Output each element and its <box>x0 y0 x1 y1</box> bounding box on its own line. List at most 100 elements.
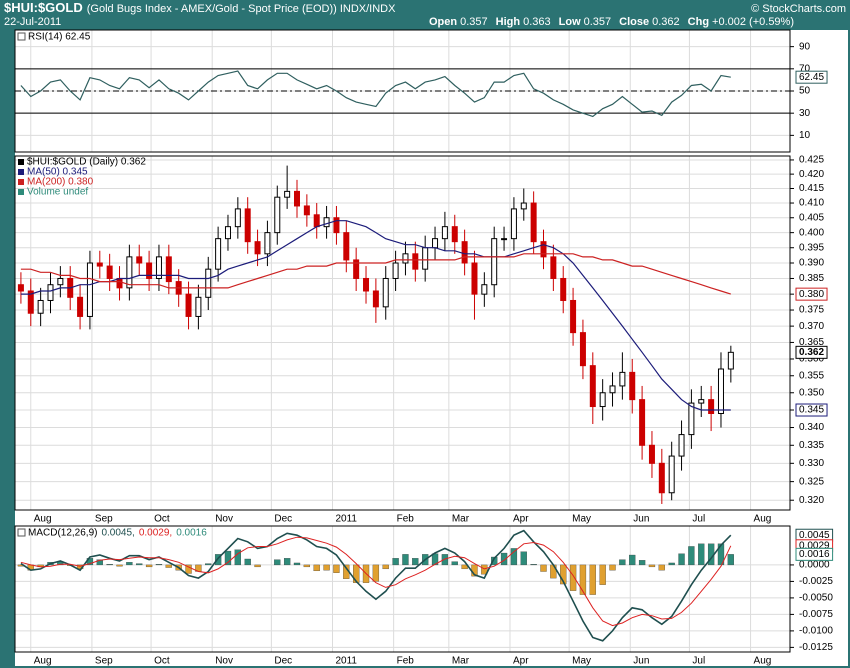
moving-average <box>20 253 731 295</box>
histogram-bar <box>323 564 330 571</box>
histogram-bar <box>451 561 458 566</box>
candle-body <box>284 190 291 198</box>
histogram-bar <box>481 564 488 575</box>
y-tick-label: 0.420 <box>799 169 824 180</box>
panel-title: RSI(14) 62.45 <box>28 32 91 43</box>
candle-body <box>510 208 517 240</box>
candle-body <box>106 265 113 279</box>
candle-body <box>126 256 133 289</box>
y-tick-label: 0.360 <box>799 354 824 365</box>
histogram-bar <box>96 559 103 566</box>
histogram-bar <box>106 564 113 566</box>
macd-line <box>20 536 732 627</box>
moving-average <box>20 220 731 411</box>
y-tick-label: 0.365 <box>799 337 824 348</box>
quote-label: High <box>496 16 521 28</box>
histogram-bar <box>116 564 123 567</box>
date: 22-Jul-2011 <box>4 16 61 28</box>
histogram-bar <box>254 564 261 568</box>
quote-label: Close <box>619 16 649 28</box>
histogram-bar <box>698 543 705 566</box>
histogram-bar <box>155 564 163 566</box>
value-box-label: 0.362 <box>799 347 824 358</box>
value-box-label: 62.45 <box>799 72 824 83</box>
histogram-bar <box>274 559 281 566</box>
y-tick-label: 0.385 <box>799 273 824 284</box>
candle-body <box>333 217 340 234</box>
candle-body <box>215 238 222 270</box>
candle-body <box>47 284 54 301</box>
x-tick-label: Mar <box>452 656 470 667</box>
candle-body <box>363 277 370 292</box>
histogram-bar <box>224 550 232 566</box>
histogram-bar <box>333 564 340 573</box>
histogram-bar <box>126 562 133 566</box>
histogram-bar <box>599 564 606 585</box>
candle-body <box>353 259 360 279</box>
value-box <box>795 70 828 84</box>
quote: Open 0.357 High 0.363 Low 0.357 Close 0.362 Chg +… <box>429 16 794 28</box>
candle-body <box>77 296 84 317</box>
candle-body <box>717 368 724 414</box>
candle-body <box>560 277 567 301</box>
candle-body <box>57 277 64 286</box>
y-tick-label: 0.370 <box>799 321 824 332</box>
x-tick-label: Sep <box>95 656 113 667</box>
x-tick-label: Aug <box>754 514 772 525</box>
candle-body <box>708 399 715 414</box>
value-box-label: 0.345 <box>799 405 824 416</box>
candle-body <box>432 238 439 249</box>
legend-entry: 0.0045, <box>101 528 134 539</box>
y-tick-label: 0.405 <box>799 212 824 223</box>
histogram-bar <box>244 558 251 566</box>
y-tick-label: -0.0075 <box>799 609 833 620</box>
value-box <box>795 547 834 561</box>
candle-body <box>382 277 389 308</box>
x-tick-label: Nov <box>215 514 233 525</box>
value-box <box>795 345 828 359</box>
legend-icon <box>18 159 24 165</box>
x-tick-label: Sep <box>95 514 113 525</box>
histogram-bar <box>372 564 380 582</box>
histogram-bar <box>530 564 537 566</box>
chart-area <box>15 30 848 666</box>
y-tick-label: 0.355 <box>799 370 824 381</box>
y-tick-label: 0.350 <box>799 387 824 398</box>
histogram-bar <box>678 553 685 566</box>
candle-body <box>501 238 508 241</box>
source: © StockCharts.com <box>751 3 846 15</box>
candle-body <box>678 434 685 457</box>
y-tick-label: 0.335 <box>799 440 824 451</box>
y-tick-label: 0.390 <box>799 258 824 269</box>
candle-body <box>224 226 231 240</box>
candle-body <box>86 262 93 317</box>
candle-body <box>303 205 310 216</box>
header-title: $HUI:$GOLD (Gold Bugs Index - AMEX/Gold -… <box>4 0 396 15</box>
candle-body <box>234 208 241 228</box>
panel-frame <box>14 525 791 653</box>
y-tick-label: 10 <box>799 130 811 141</box>
y-tick-label: -0.0125 <box>799 642 833 653</box>
y-tick-label: 0.325 <box>799 476 824 487</box>
candle-body <box>481 284 488 295</box>
quote-value: 0.357 <box>460 16 488 28</box>
y-tick-label: 0.400 <box>799 227 824 238</box>
value-box <box>795 403 828 417</box>
legend-entry: MA(200) 0.380 <box>27 177 94 188</box>
histogram-bar <box>569 564 577 591</box>
x-tick-label: Jul <box>692 656 705 667</box>
histogram-bar <box>727 554 734 566</box>
histogram-bar <box>638 560 646 566</box>
x-tick-label: Dec <box>274 514 292 525</box>
candle-body <box>589 365 596 408</box>
y-tick-label: 30 <box>799 108 811 119</box>
x-tick-label: May <box>572 514 591 525</box>
x-tick-label: Oct <box>154 514 170 525</box>
histogram-bar <box>165 564 172 568</box>
histogram-bar <box>589 564 596 595</box>
candle-body <box>609 385 616 394</box>
histogram-bar <box>491 556 498 566</box>
candle-body <box>17 284 24 292</box>
candle-body <box>550 256 557 279</box>
